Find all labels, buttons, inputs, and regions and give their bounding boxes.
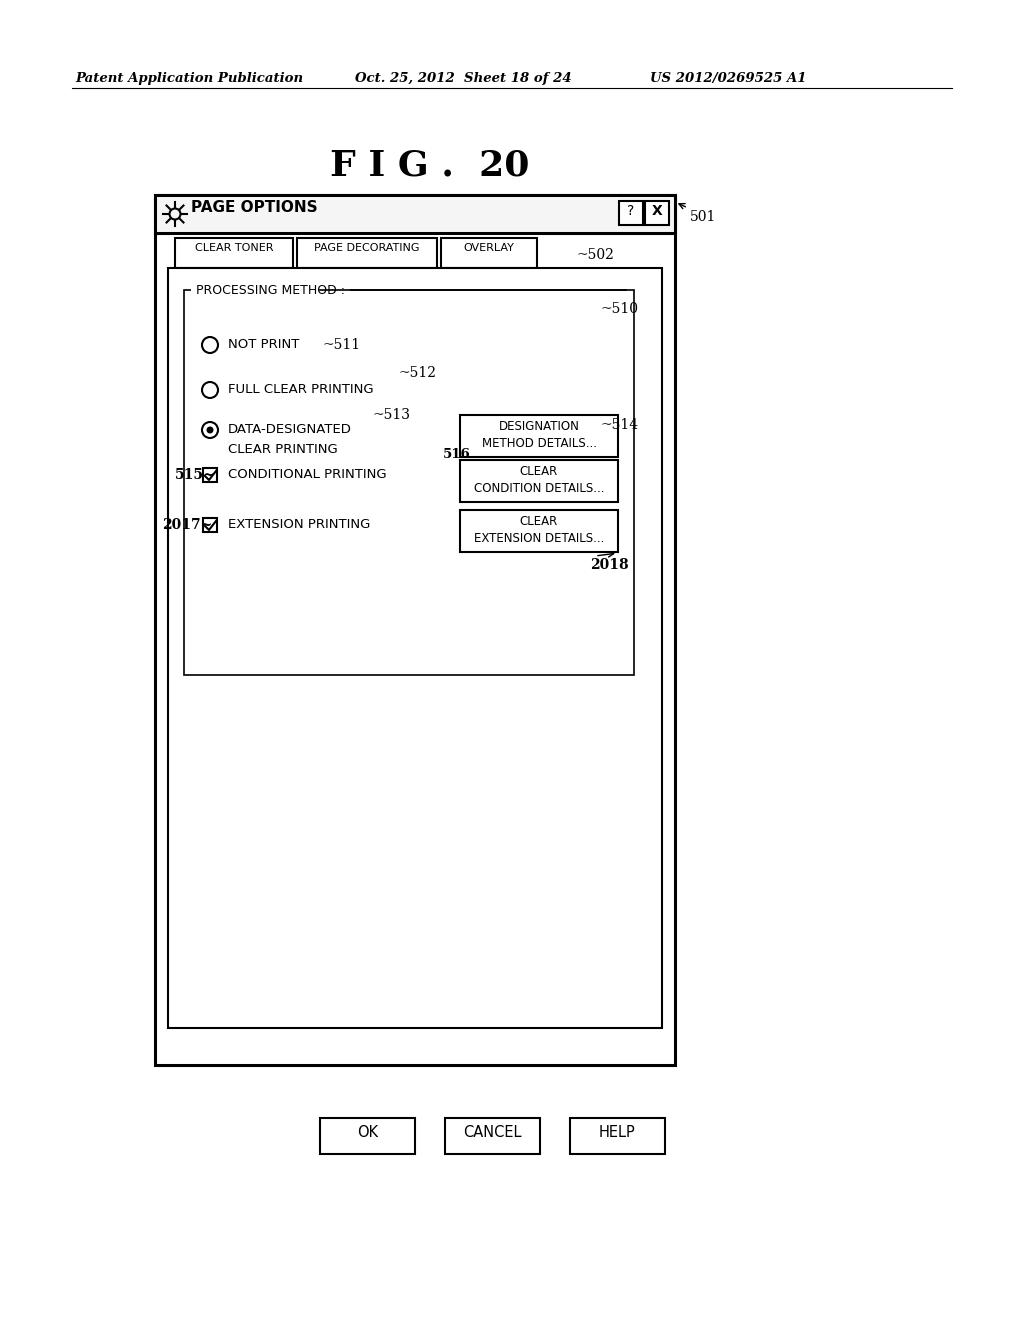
Bar bbox=[618, 201, 643, 224]
Bar bbox=[155, 195, 675, 1065]
Bar bbox=[460, 459, 618, 502]
Text: OK: OK bbox=[357, 1125, 378, 1140]
Text: CONDITION DETAILS...: CONDITION DETAILS... bbox=[474, 482, 604, 495]
Text: PAGE DECORATING: PAGE DECORATING bbox=[314, 243, 420, 253]
Text: ~511: ~511 bbox=[323, 338, 361, 352]
Text: ~510: ~510 bbox=[600, 302, 638, 315]
Bar bbox=[203, 469, 217, 482]
Text: CLEAR TONER: CLEAR TONER bbox=[195, 243, 273, 253]
Text: FULL CLEAR PRINTING: FULL CLEAR PRINTING bbox=[228, 383, 374, 396]
Text: ~513: ~513 bbox=[373, 408, 411, 422]
Text: NOT PRINT: NOT PRINT bbox=[228, 338, 299, 351]
Text: ~514: ~514 bbox=[600, 418, 638, 432]
Bar bbox=[570, 1118, 665, 1154]
Text: 2017~: 2017~ bbox=[162, 517, 212, 532]
Text: CLEAR: CLEAR bbox=[520, 515, 558, 528]
Bar bbox=[319, 1118, 415, 1154]
Text: ~512: ~512 bbox=[398, 366, 436, 380]
Text: PAGE OPTIONS: PAGE OPTIONS bbox=[191, 201, 317, 215]
Text: CLEAR: CLEAR bbox=[520, 465, 558, 478]
Bar bbox=[460, 510, 618, 552]
Bar bbox=[297, 238, 437, 268]
Text: 2018: 2018 bbox=[590, 558, 629, 572]
Text: HELP: HELP bbox=[599, 1125, 636, 1140]
Text: Patent Application Publication: Patent Application Publication bbox=[75, 73, 303, 84]
Text: EXTENSION DETAILS...: EXTENSION DETAILS... bbox=[474, 532, 604, 545]
Bar bbox=[445, 1118, 540, 1154]
Text: 515~: 515~ bbox=[175, 469, 216, 482]
Text: DATA-DESIGNATED: DATA-DESIGNATED bbox=[228, 422, 352, 436]
Text: 516: 516 bbox=[443, 447, 471, 461]
Text: Oct. 25, 2012  Sheet 18 of 24: Oct. 25, 2012 Sheet 18 of 24 bbox=[355, 73, 571, 84]
Text: US 2012/0269525 A1: US 2012/0269525 A1 bbox=[650, 73, 807, 84]
Text: ~502: ~502 bbox=[575, 248, 613, 261]
Bar bbox=[645, 201, 669, 224]
Text: CLEAR PRINTING: CLEAR PRINTING bbox=[228, 444, 338, 455]
Text: EXTENSION PRINTING: EXTENSION PRINTING bbox=[228, 517, 371, 531]
Bar bbox=[203, 517, 217, 532]
Text: CANCEL: CANCEL bbox=[463, 1125, 522, 1140]
Text: METHOD DETAILS...: METHOD DETAILS... bbox=[481, 437, 597, 450]
Text: OVERLAY: OVERLAY bbox=[464, 243, 514, 253]
Bar bbox=[184, 290, 634, 675]
Text: X: X bbox=[651, 205, 663, 218]
Circle shape bbox=[207, 426, 213, 433]
Bar bbox=[175, 238, 293, 268]
Text: F I G .  20: F I G . 20 bbox=[331, 148, 529, 182]
Text: PROCESSING METHOD :: PROCESSING METHOD : bbox=[193, 284, 349, 297]
Bar bbox=[460, 414, 618, 457]
Bar bbox=[168, 268, 662, 1028]
Text: 501: 501 bbox=[690, 210, 717, 224]
Bar bbox=[441, 238, 537, 268]
Text: DESIGNATION: DESIGNATION bbox=[499, 420, 580, 433]
Bar bbox=[155, 195, 675, 234]
Text: ?: ? bbox=[628, 205, 635, 218]
Text: CONDITIONAL PRINTING: CONDITIONAL PRINTING bbox=[228, 469, 387, 480]
